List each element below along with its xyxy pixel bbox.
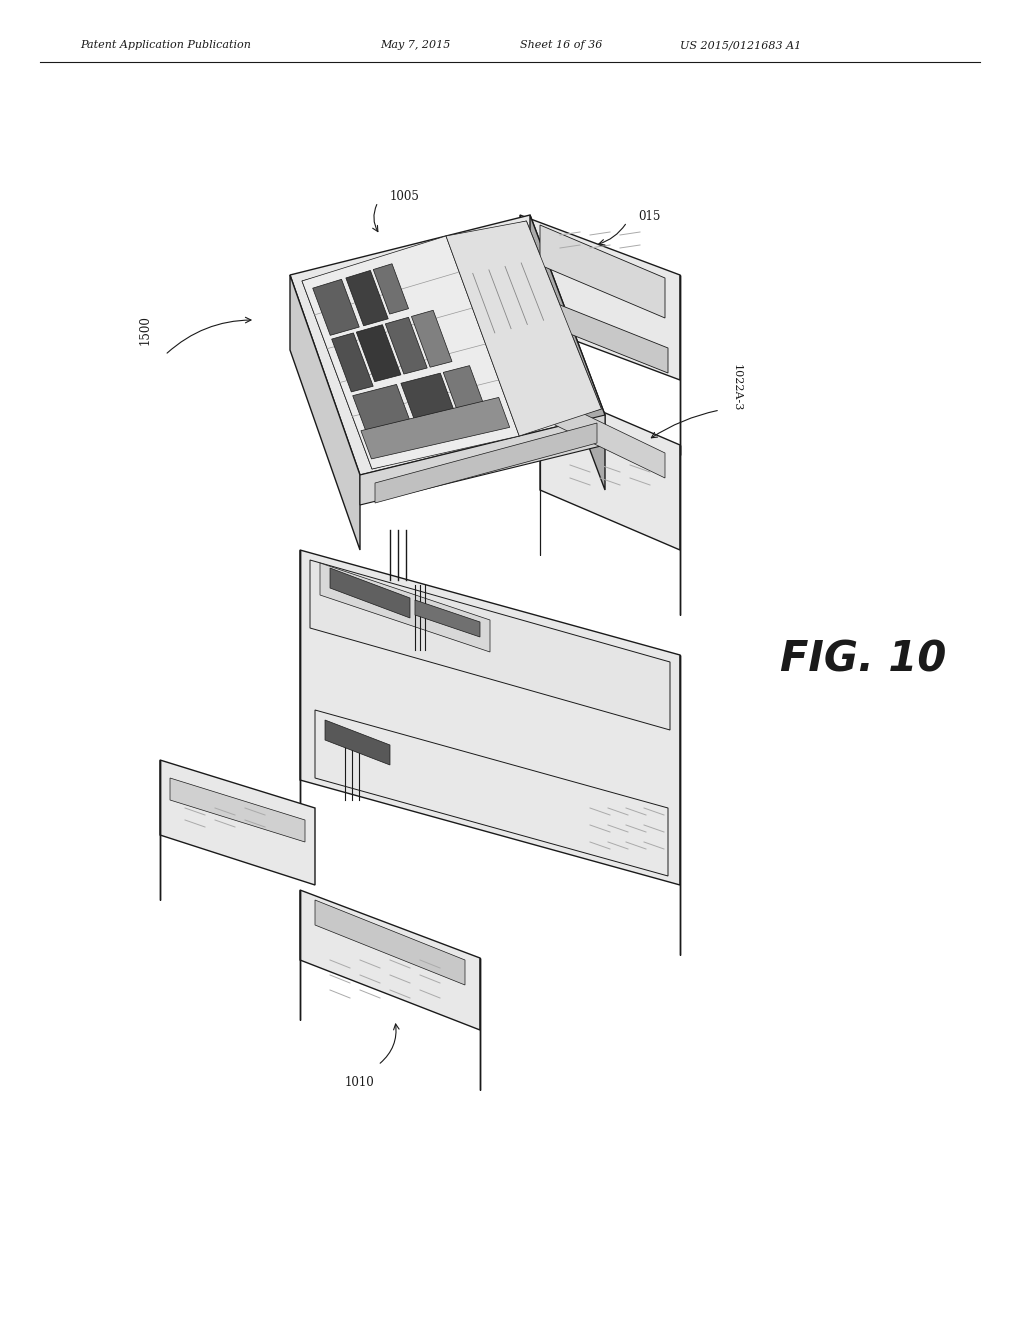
Polygon shape — [385, 317, 427, 374]
Polygon shape — [302, 220, 601, 469]
Polygon shape — [360, 414, 604, 506]
Polygon shape — [330, 568, 410, 618]
Polygon shape — [415, 601, 480, 638]
Polygon shape — [300, 890, 480, 1030]
Polygon shape — [356, 325, 400, 381]
Polygon shape — [315, 900, 465, 985]
Polygon shape — [445, 220, 601, 436]
Polygon shape — [302, 236, 519, 469]
Polygon shape — [170, 777, 305, 842]
Polygon shape — [535, 294, 667, 374]
Polygon shape — [400, 374, 459, 433]
Polygon shape — [443, 366, 488, 424]
Polygon shape — [345, 271, 388, 326]
Text: Patent Application Publication: Patent Application Publication — [79, 40, 251, 50]
Text: 1500: 1500 — [139, 315, 152, 345]
Text: 1005: 1005 — [389, 190, 420, 202]
Text: May 7, 2015: May 7, 2015 — [380, 40, 450, 50]
Polygon shape — [530, 215, 604, 490]
Text: 1022A-3: 1022A-3 — [732, 364, 741, 412]
Text: FIG. 10: FIG. 10 — [780, 639, 946, 681]
Polygon shape — [375, 422, 596, 503]
Polygon shape — [313, 280, 359, 335]
Polygon shape — [539, 385, 680, 550]
Polygon shape — [289, 215, 604, 475]
Text: 1010: 1010 — [344, 1076, 375, 1089]
Text: Sheet 16 of 36: Sheet 16 of 36 — [520, 40, 602, 50]
Polygon shape — [554, 400, 664, 478]
Text: US 2015/0121683 A1: US 2015/0121683 A1 — [680, 40, 801, 50]
Polygon shape — [361, 397, 510, 459]
Polygon shape — [289, 275, 360, 550]
Polygon shape — [353, 384, 415, 445]
Polygon shape — [300, 550, 680, 884]
Polygon shape — [325, 719, 389, 766]
Polygon shape — [315, 710, 667, 876]
Polygon shape — [373, 264, 409, 314]
Polygon shape — [411, 310, 451, 367]
Polygon shape — [320, 564, 489, 652]
Polygon shape — [331, 333, 373, 392]
Polygon shape — [310, 560, 669, 730]
Polygon shape — [539, 224, 664, 318]
Text: 015: 015 — [637, 210, 659, 223]
Polygon shape — [520, 215, 680, 380]
Polygon shape — [160, 760, 315, 884]
